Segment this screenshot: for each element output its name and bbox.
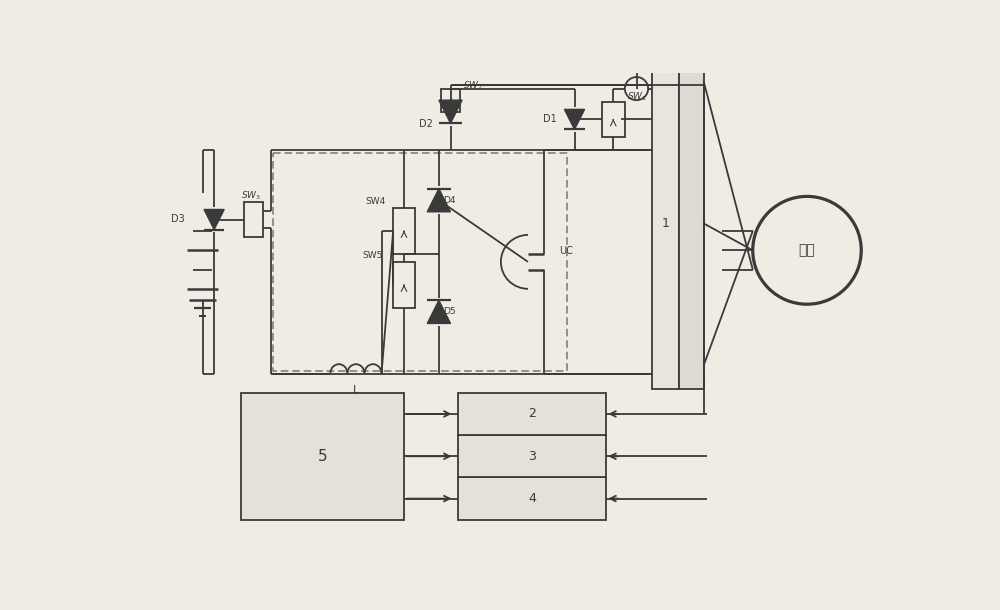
Text: 5: 5 (318, 449, 327, 464)
Text: 1: 1 (662, 217, 670, 230)
Text: 3: 3 (528, 450, 536, 463)
Circle shape (754, 197, 860, 303)
Text: 2: 2 (528, 407, 536, 420)
Bar (458, 478, 606, 520)
Text: D2: D2 (420, 119, 433, 129)
Text: $SW_1$: $SW_1$ (627, 91, 647, 103)
Bar (458, 435, 606, 478)
Text: 4: 4 (528, 492, 536, 505)
Text: D1: D1 (544, 115, 557, 124)
Text: SW4: SW4 (365, 197, 386, 206)
Text: $SW_2$: $SW_2$ (463, 79, 483, 92)
Polygon shape (427, 300, 450, 323)
Bar (393, 262, 415, 308)
Bar (679, 58, 704, 389)
Text: SW5: SW5 (362, 251, 383, 260)
Bar (241, 393, 404, 520)
Bar (652, 58, 679, 389)
Bar (458, 393, 606, 435)
Text: UC: UC (559, 246, 573, 256)
Text: D4: D4 (443, 196, 455, 205)
Text: $SW_3$: $SW_3$ (241, 189, 261, 202)
Polygon shape (427, 188, 450, 212)
Text: L: L (353, 385, 359, 395)
Polygon shape (564, 109, 585, 129)
Polygon shape (439, 100, 462, 123)
Text: D3: D3 (172, 215, 185, 224)
Text: D5: D5 (443, 307, 455, 317)
Bar (602, 102, 625, 137)
Text: 电机: 电机 (799, 243, 815, 257)
Bar (393, 208, 415, 254)
Bar (441, 88, 460, 112)
Polygon shape (204, 209, 224, 229)
Bar (244, 202, 263, 237)
